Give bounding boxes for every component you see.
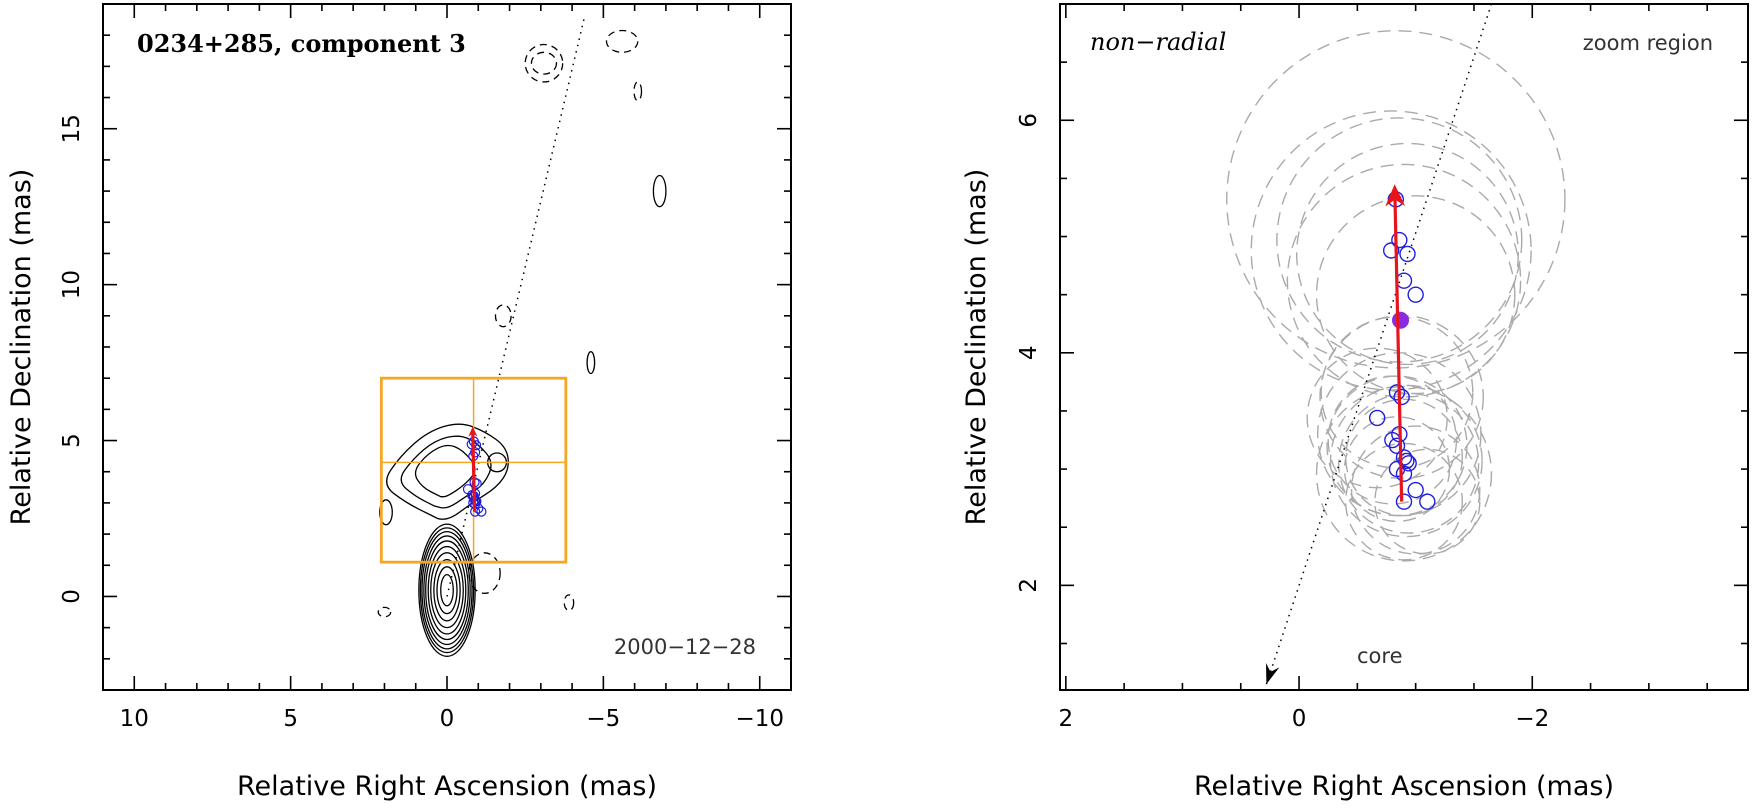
x-tick-label: 0 [1292,706,1307,732]
uncertainty-circle [1350,425,1481,555]
y-axis-title: Relative Declination (mas) [6,169,37,526]
arrow-shaft [471,433,477,512]
contour [494,304,512,328]
zoom-region-label: zoom region [1583,31,1713,55]
uncertainty-circle [1344,442,1464,561]
data-point [1395,272,1413,289]
data-point [476,506,487,517]
plot-frame [102,3,792,691]
contour [414,444,476,498]
contour [440,573,454,607]
uncertainty-circles [1226,30,1566,562]
core-arrow-head [1266,662,1280,685]
data-point [1399,245,1416,263]
contour-map [377,29,667,657]
contour [421,530,473,650]
contour [433,559,461,622]
x-tick-label: 0 [440,706,455,732]
x-axis-title: Relative Right Ascension (mas) [1194,771,1614,802]
y-tick-label: 10 [59,270,85,299]
contour [430,552,464,629]
trajectory-line [1265,3,1493,685]
data-point [1407,286,1424,303]
data-point [1395,493,1413,510]
axis-ticks: 2 0 −2 2 4 6 [1016,3,1748,732]
motion-arrow [468,426,478,512]
arrow-shaft [1393,199,1404,502]
y-tick-label: 0 [59,589,85,604]
data-point [1368,409,1386,427]
contour [386,423,509,520]
plot-title: 0234+285, component 3 [137,29,466,58]
contour [427,545,467,635]
x-tick-label: −5 [586,706,620,732]
uncertainty-circle [1374,448,1481,555]
uncertainty-circle [1226,30,1566,369]
contour [524,43,564,83]
uncertainty-circle [1344,398,1464,517]
left-panel: 10 5 0 −5 −10 0 5 10 15 0234+285, component 3 20… [6,3,792,802]
data-point [1419,493,1436,510]
arrow-head [468,426,478,437]
data-point [1382,242,1400,259]
x-tick-label: 2 [1059,706,1074,732]
contour [530,51,558,75]
x-tick-label: −2 [1515,706,1549,732]
core-label: core [1357,644,1403,668]
data-point [471,478,482,489]
uncertainty-circle [1337,392,1480,534]
data-point [1388,384,1406,401]
uncertainty-circle [1286,163,1522,398]
contour [633,81,643,102]
data-point [1393,388,1410,406]
contour [563,594,575,612]
plot-frame [1059,3,1749,691]
trajectory-line [446,16,586,597]
y-tick-label: 5 [59,433,85,448]
uncertainty-circle [1306,347,1448,489]
uncertainty-circle [1250,110,1532,391]
data-point [1391,231,1408,249]
right-panel: 2 0 −2 2 4 6 non−radial zoom region core Rela… [961,3,1749,802]
contour [425,540,469,641]
contour [468,552,501,594]
trajectory-line [446,16,586,597]
x-tick-label: −10 [735,706,784,732]
data-point [1395,465,1413,482]
date-label: 2000−12−28 [614,635,756,659]
y-tick-label: 15 [59,114,85,143]
contour [586,351,596,375]
arrow-head [1385,184,1406,207]
trajectory-line [1265,3,1493,685]
motion-arrow [1385,184,1406,502]
y-tick-label: 6 [1016,113,1042,128]
contour [605,29,639,53]
axis-ticks: 10 5 0 −5 −10 0 5 10 15 [59,3,792,732]
y-axis-title: Relative Declination (mas) [961,169,992,526]
x-tick-label: 5 [283,706,298,732]
uncertainty-circle [1315,195,1516,395]
plot-title: non−radial [1090,28,1226,56]
contour [423,535,471,646]
contour [652,174,667,208]
x-axis-title: Relative Right Ascension (mas) [237,771,657,802]
contour [377,606,392,618]
data-point [1398,452,1415,470]
contour [436,566,458,615]
uncertainty-circle [1315,385,1493,562]
x-tick-label: 10 [120,706,149,732]
y-tick-label: 4 [1016,345,1042,360]
mean-point [1392,311,1410,329]
uncertainty-circle [1296,142,1519,366]
data-point [1407,481,1424,499]
contour [379,499,393,526]
data-point [471,496,482,507]
uncertainty-circle [1320,316,1474,469]
contour [418,523,476,657]
contour [419,527,475,654]
uncertainty-circle [1329,384,1483,538]
y-tick-label: 2 [1016,578,1042,593]
